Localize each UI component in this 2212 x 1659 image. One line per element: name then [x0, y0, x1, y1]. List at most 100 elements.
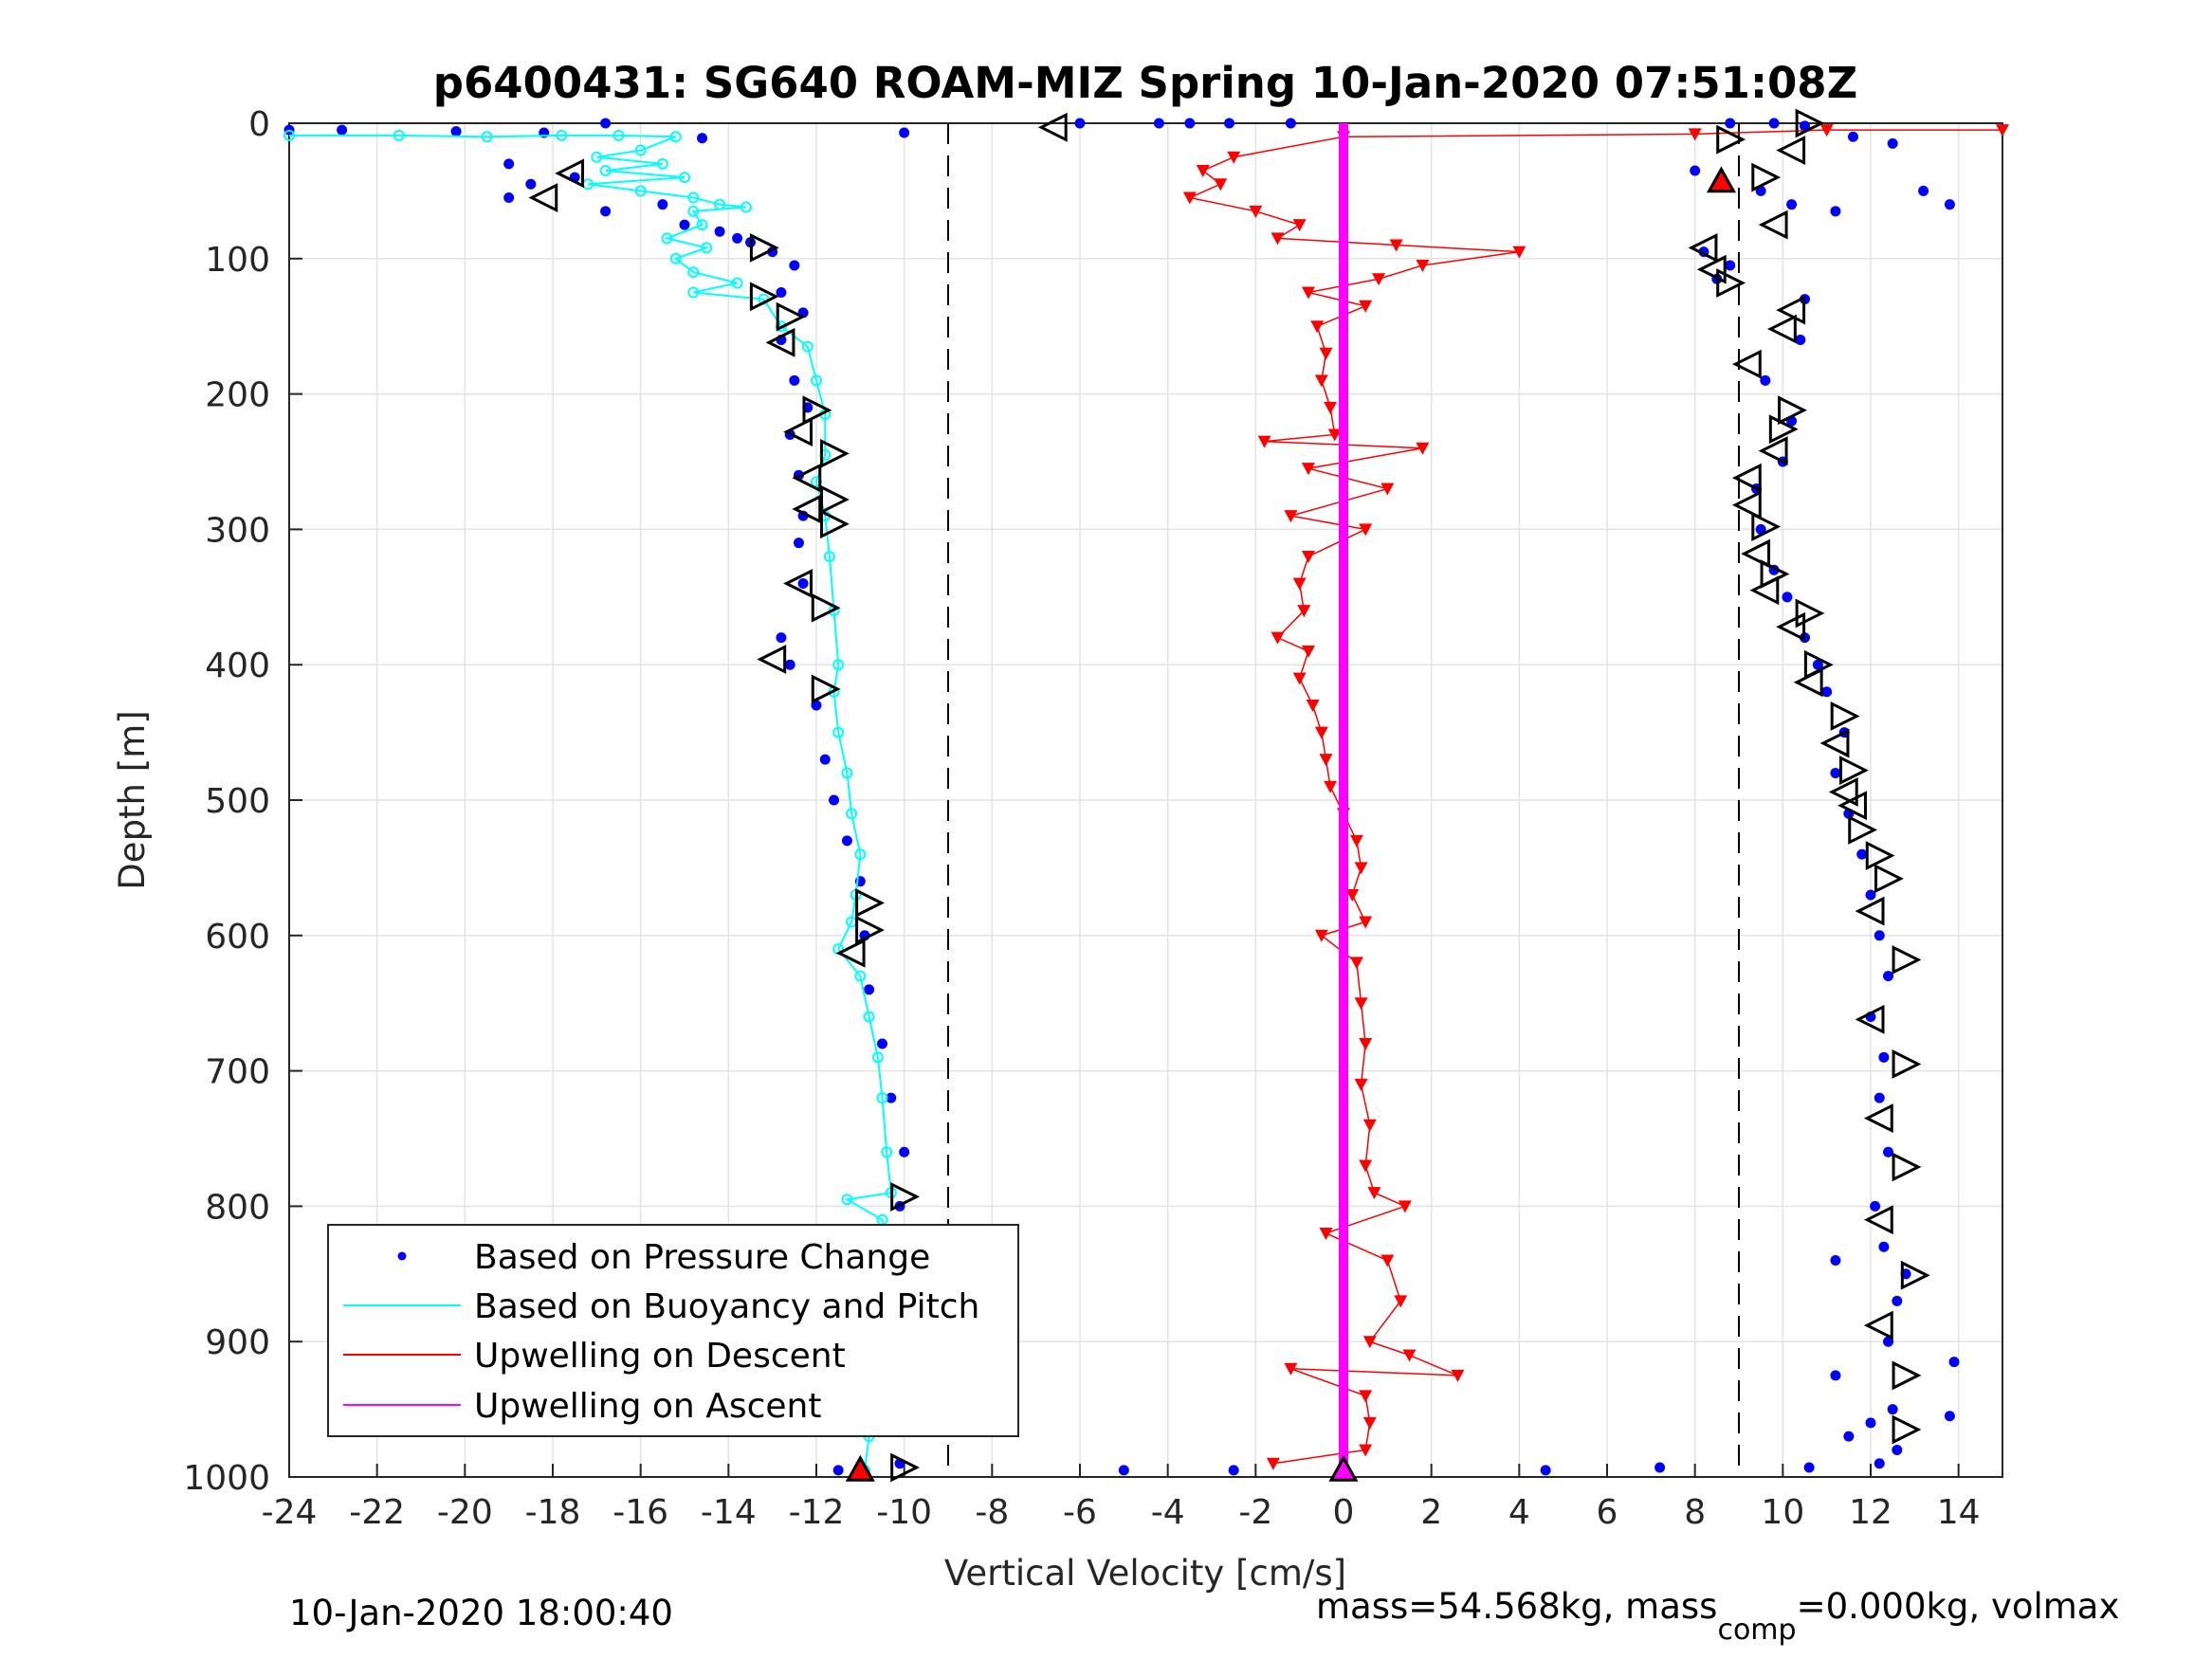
- buoyancy-point: [591, 151, 603, 163]
- descent-point: [1354, 997, 1368, 1011]
- direction-marker: [1731, 349, 1762, 379]
- direction-marker: [1892, 1360, 1922, 1391]
- pressure-point: [1892, 1444, 1903, 1455]
- direction-marker: [783, 417, 813, 447]
- direction-marker: [1758, 210, 1788, 240]
- buoyancy-point: [556, 129, 568, 141]
- pressure-point: [776, 287, 787, 298]
- direction-marker: [820, 439, 850, 468]
- legend-entry-descent: Upwelling on Descent: [343, 1337, 846, 1376]
- pressure-point: [776, 632, 787, 644]
- direction-marker: [1863, 1205, 1893, 1235]
- pressure-point: [1843, 1431, 1855, 1442]
- x-tick-label: -24: [262, 1493, 318, 1532]
- pressure-point: [732, 232, 743, 244]
- pressure-point: [1830, 206, 1841, 217]
- pressure-point: [1830, 1370, 1841, 1381]
- pressure-point: [1540, 1465, 1551, 1476]
- direction-marker: [855, 888, 885, 918]
- y-axis-label: Depth [m]: [112, 710, 153, 889]
- descent-point: [1292, 672, 1307, 685]
- descent-point: [1301, 550, 1315, 563]
- buoyancy-point: [634, 185, 647, 197]
- pressure-point: [1786, 199, 1798, 210]
- pressure-point: [1874, 1092, 1885, 1103]
- direction-marker: [757, 645, 787, 674]
- direction-marker: [1776, 295, 1806, 325]
- pressure-point: [1892, 1295, 1903, 1306]
- direction-marker: [890, 1452, 921, 1483]
- legend: Based on Pressure Change Based on Buoyan…: [327, 1224, 1019, 1437]
- buoyancy-point: [871, 1051, 884, 1064]
- direction-marker: [1819, 728, 1850, 758]
- direction-marker: [820, 484, 850, 515]
- x-tick-label: 12: [1849, 1493, 1892, 1532]
- descent-point: [1182, 191, 1197, 205]
- pressure-point: [1944, 199, 1955, 210]
- descent-point: [1349, 834, 1363, 848]
- descent-point: [1359, 1390, 1373, 1403]
- pressure-point: [886, 1092, 897, 1103]
- pressure-point: [1228, 1465, 1239, 1476]
- pressure-point: [450, 126, 462, 137]
- x-tick-label: -6: [1063, 1493, 1097, 1532]
- pressure-point: [679, 219, 690, 230]
- direction-marker: [1758, 436, 1788, 466]
- pressure-point: [1883, 971, 1894, 982]
- descent-point: [1819, 124, 1834, 137]
- direction-marker: [1751, 512, 1782, 541]
- pressure-point: [832, 1465, 844, 1476]
- pressure-point: [1803, 1462, 1815, 1473]
- descent-point: [1996, 124, 2009, 137]
- pressure-point: [1887, 1404, 1898, 1415]
- buoyancy-point: [801, 340, 814, 353]
- buoyancy-point: [701, 242, 713, 254]
- pressure-point: [1153, 118, 1164, 129]
- x-axis-label: Vertical Velocity [cm/s]: [944, 1553, 1346, 1594]
- buoyancy-point: [656, 157, 668, 170]
- y-tick-label: 700: [205, 1053, 270, 1092]
- descent-point: [1394, 1295, 1408, 1308]
- y-tick-label: 200: [205, 376, 270, 415]
- direction-marker: [783, 569, 813, 598]
- direction-marker: [528, 183, 558, 212]
- descent-point: [1416, 442, 1430, 455]
- legend-label-ascent: Upwelling on Ascent: [474, 1387, 821, 1426]
- direction-marker: [1892, 1414, 1922, 1445]
- x-tick-label: 6: [1597, 1493, 1618, 1532]
- buoyancy-point: [740, 201, 752, 213]
- pressure-point: [1760, 374, 1771, 386]
- footer-timestamp: 10-Jan-2020 18:00:40: [289, 1593, 673, 1633]
- descent-point: [1284, 510, 1298, 523]
- direction-marker: [820, 509, 850, 539]
- descent-point: [1398, 1200, 1412, 1213]
- buoyancy-point: [714, 198, 726, 210]
- descent-point: [1301, 286, 1315, 300]
- pressure-point: [1847, 131, 1858, 142]
- pressure-point: [1800, 120, 1810, 132]
- pressure-point: [1883, 1146, 1894, 1158]
- descent-point: [1324, 401, 1338, 414]
- pressure-point: [714, 226, 725, 237]
- descent-point: [1362, 1336, 1377, 1349]
- descent-point: [1512, 246, 1526, 259]
- pressure-point: [1856, 848, 1868, 860]
- x-tick-label: -20: [437, 1493, 493, 1532]
- direction-marker: [1865, 841, 1895, 870]
- pressure-point: [864, 984, 875, 995]
- direction-marker: [1793, 667, 1823, 698]
- descent-point: [1416, 259, 1430, 272]
- direction-marker: [1768, 414, 1799, 445]
- descent-point: [1314, 726, 1328, 739]
- direction-marker: [1892, 945, 1922, 975]
- pressure-point: [503, 158, 515, 170]
- direction-marker: [1778, 395, 1807, 426]
- descent-point: [1359, 523, 1373, 537]
- descent-point: [1314, 929, 1328, 942]
- pressure-point: [841, 835, 852, 847]
- x-tick-label: -18: [525, 1493, 581, 1532]
- footer-mass-text: mass=54.568kg, mass: [1316, 1586, 1717, 1627]
- pressure-point: [899, 1146, 910, 1158]
- buoyancy-point: [811, 374, 822, 387]
